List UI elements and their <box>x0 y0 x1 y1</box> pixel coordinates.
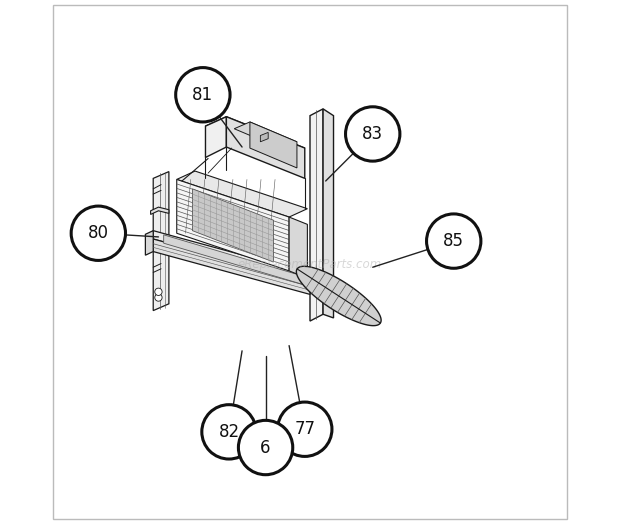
Text: eReplacementParts.com: eReplacementParts.com <box>238 258 382 271</box>
Polygon shape <box>310 109 323 321</box>
Polygon shape <box>151 207 169 214</box>
Polygon shape <box>323 109 334 318</box>
Text: 6: 6 <box>260 439 271 456</box>
Text: 83: 83 <box>362 125 383 143</box>
Polygon shape <box>153 231 310 282</box>
Text: 81: 81 <box>192 86 213 104</box>
Polygon shape <box>205 117 226 158</box>
Polygon shape <box>234 122 297 149</box>
Text: 82: 82 <box>218 423 239 441</box>
Circle shape <box>202 405 256 459</box>
Circle shape <box>427 214 481 268</box>
Text: 80: 80 <box>88 224 109 242</box>
Circle shape <box>278 402 332 456</box>
Circle shape <box>239 420 293 475</box>
Polygon shape <box>164 235 305 285</box>
Polygon shape <box>145 231 153 255</box>
Circle shape <box>155 288 162 296</box>
Polygon shape <box>205 117 305 158</box>
Circle shape <box>175 68 230 122</box>
Circle shape <box>345 107 400 161</box>
Polygon shape <box>153 171 169 311</box>
Text: 77: 77 <box>294 420 316 438</box>
Polygon shape <box>310 282 342 300</box>
Text: 85: 85 <box>443 232 464 250</box>
Polygon shape <box>177 179 289 271</box>
Circle shape <box>71 206 125 260</box>
Polygon shape <box>296 266 381 325</box>
Polygon shape <box>192 189 273 262</box>
Polygon shape <box>226 117 305 178</box>
Polygon shape <box>289 217 308 278</box>
Polygon shape <box>260 133 268 142</box>
Polygon shape <box>250 122 297 168</box>
Polygon shape <box>177 171 308 217</box>
Circle shape <box>155 294 162 301</box>
Polygon shape <box>153 239 310 294</box>
Polygon shape <box>310 274 342 292</box>
